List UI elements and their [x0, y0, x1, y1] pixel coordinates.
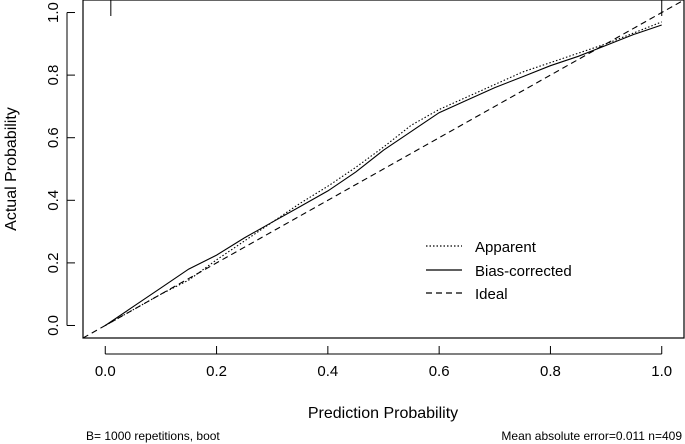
- series-layer: [82, 0, 685, 339]
- x-tick-label: 0.4: [317, 363, 338, 380]
- y-axis: 0.0 0.2 0.4 0.6 0.8 1.0: [45, 2, 75, 336]
- x-axis: 0.0 0.2 0.4 0.6 0.8 1.0: [95, 346, 672, 380]
- legend-label-bias-corrected: Bias-corrected: [475, 263, 572, 280]
- x-tick-label: 1.0: [651, 363, 672, 380]
- y-tick-label: 1.0: [45, 2, 62, 23]
- x-tick-label: 0.2: [206, 363, 227, 380]
- x-tick-label: 0.0: [95, 363, 116, 380]
- y-tick-label: 0.6: [45, 127, 62, 148]
- rug-layer: [110, 0, 663, 16]
- series-line-ideal: [82, 0, 685, 339]
- y-tick-label: 0.8: [45, 65, 62, 86]
- y-axis-title: Actual Probability: [3, 107, 20, 231]
- series-line-apparent: [105, 21, 662, 326]
- legend-label-ideal: Ideal: [475, 286, 508, 303]
- x-tick-label: 0.8: [540, 363, 561, 380]
- x-axis-title: Prediction Probability: [308, 405, 458, 422]
- x-tick-label: 0.6: [429, 363, 450, 380]
- legend-label-apparent: Apparent: [475, 239, 537, 256]
- y-tick-label: 0.2: [45, 252, 62, 273]
- y-tick-label: 0.4: [45, 190, 62, 211]
- y-tick-label: 0.0: [45, 315, 62, 336]
- plot-area-frame: [82, 0, 685, 339]
- legend: Apparent Bias-corrected Ideal: [426, 239, 572, 303]
- series-line-bias-corrected: [104, 24, 662, 326]
- footer-left-annotation: B= 1000 repetitions, boot: [86, 429, 220, 443]
- footer-right-annotation: Mean absolute error=0.011 n=409: [501, 429, 682, 443]
